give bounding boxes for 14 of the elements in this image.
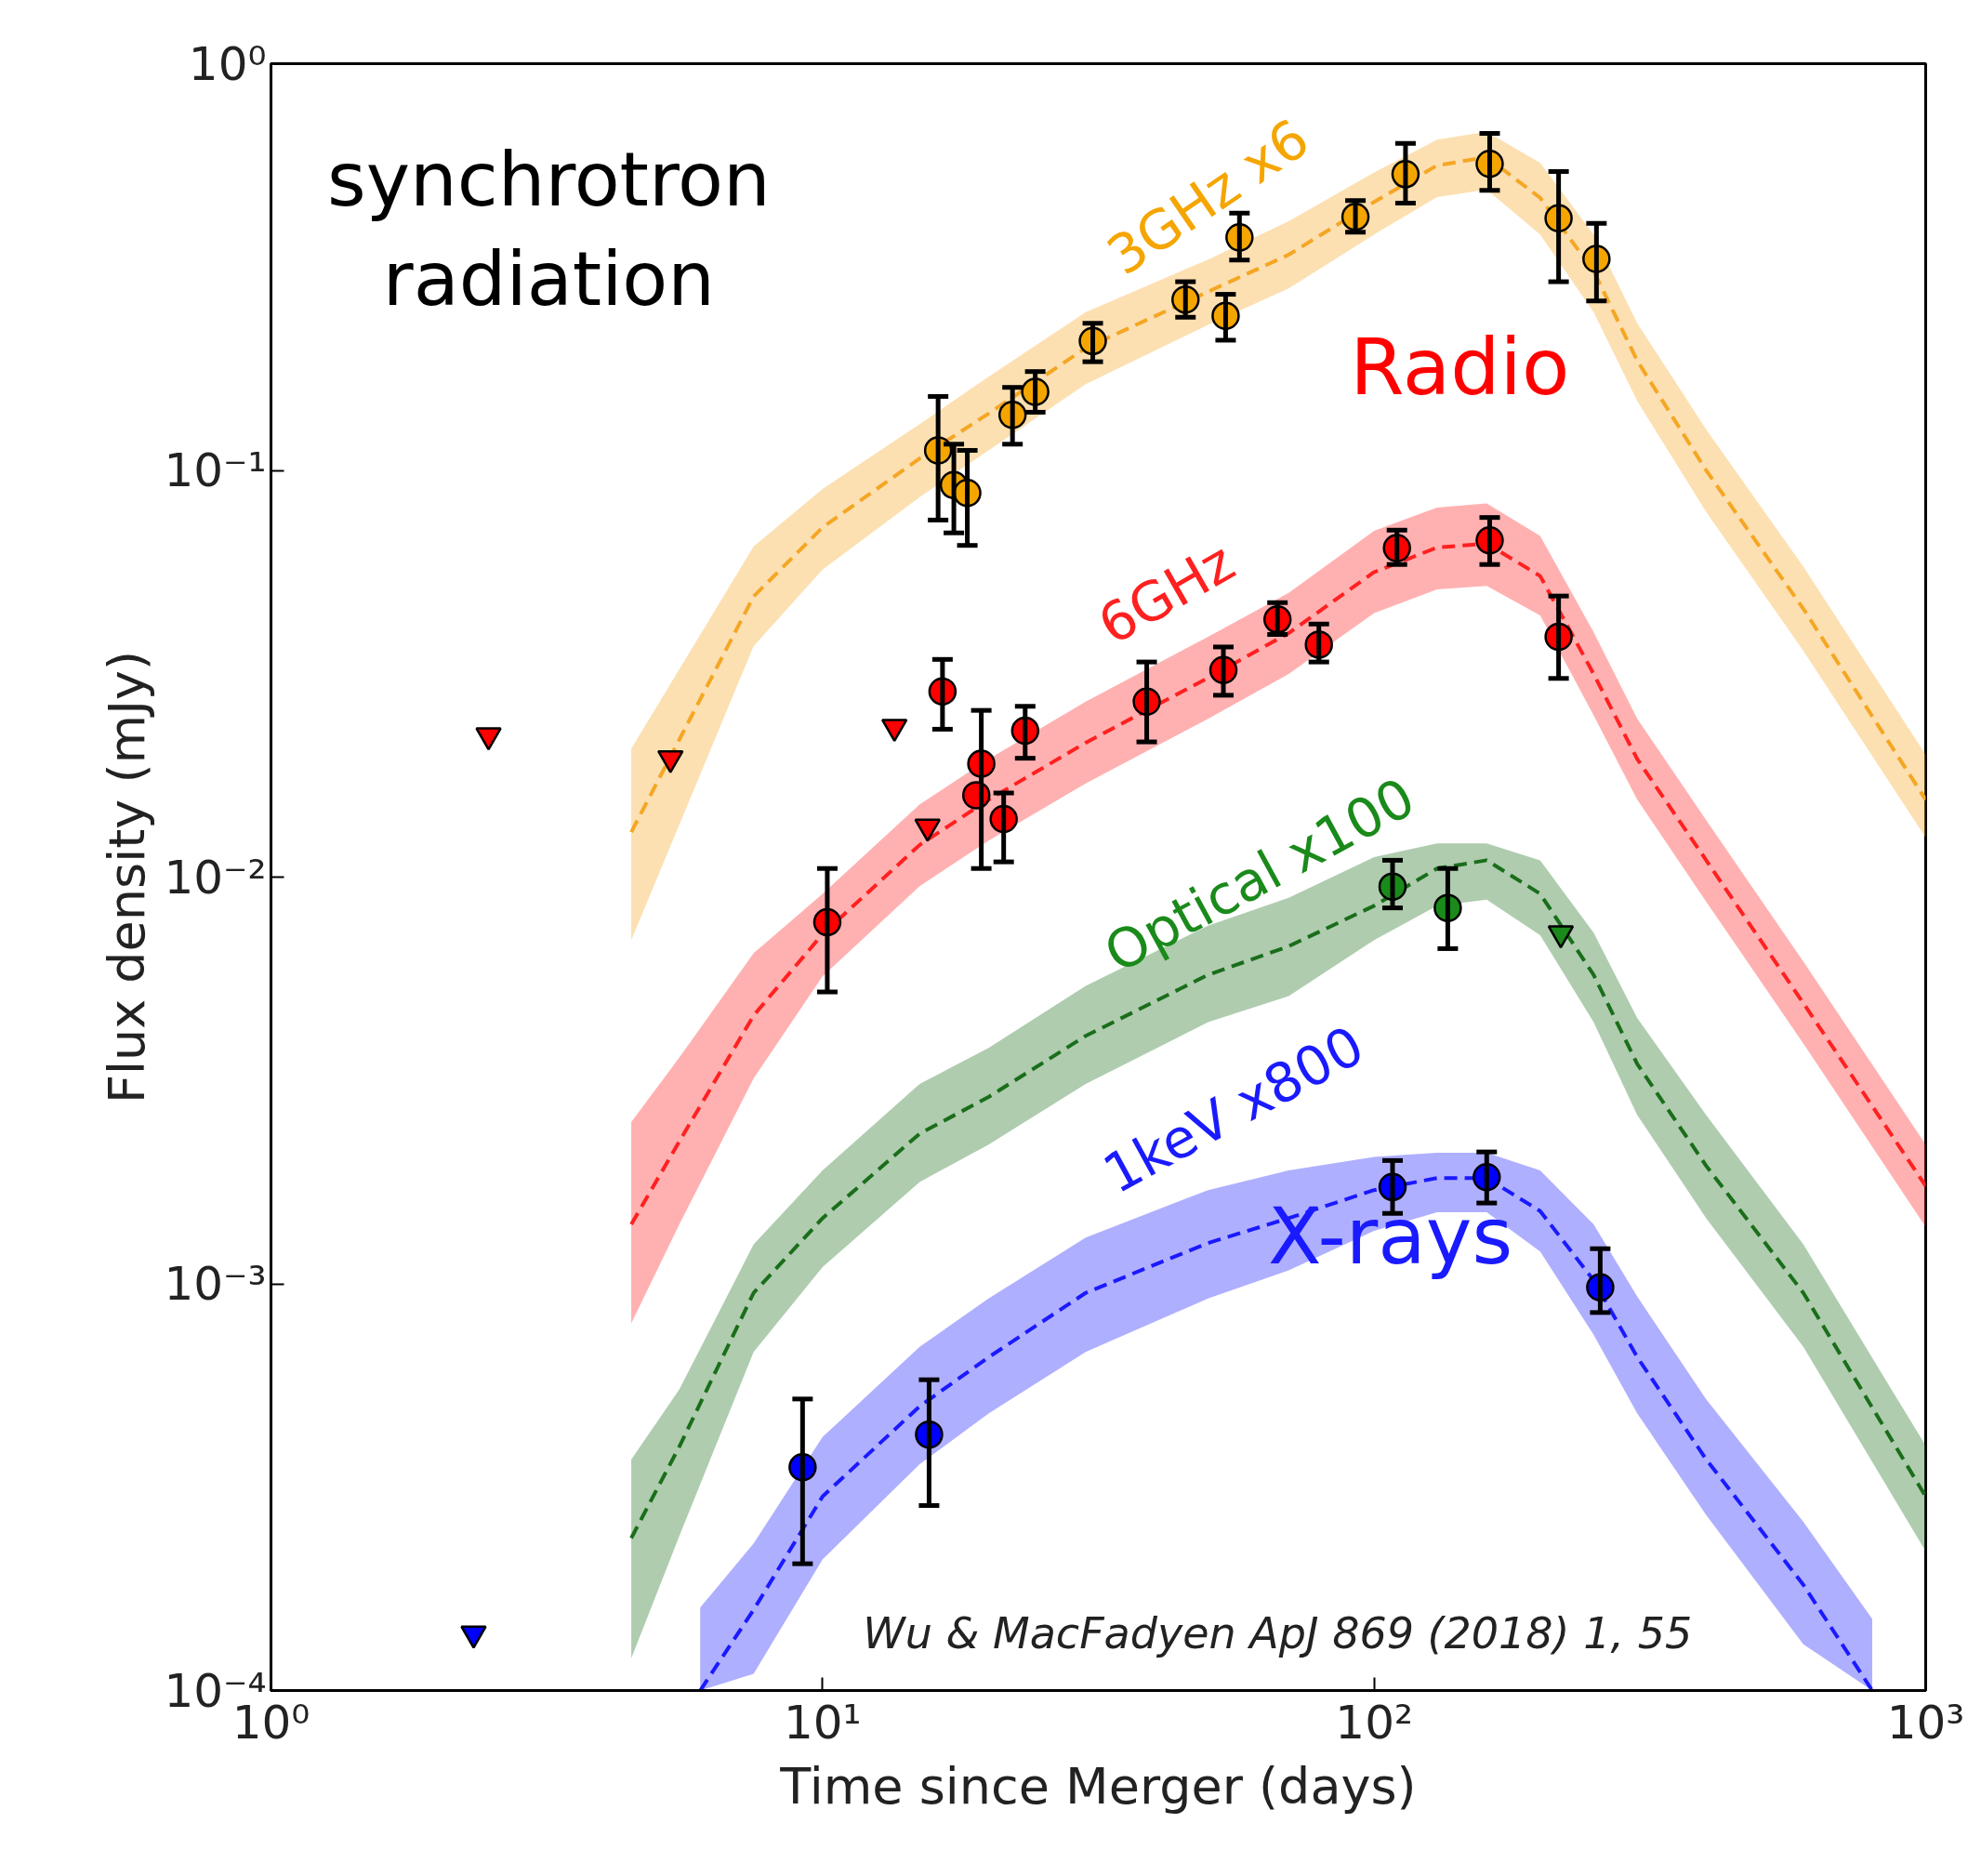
x-tick-label: 10²	[1335, 1695, 1414, 1750]
annotation: Wu & MacFadyen ApJ 869 (2018) 1, 55	[863, 1608, 1693, 1659]
annotation: X-rays	[1268, 1190, 1513, 1282]
y-tick-label: 10⁻¹	[164, 443, 267, 497]
y-tick-label: 10⁻²	[164, 850, 267, 905]
annotation: synchrotron radiation	[327, 137, 771, 324]
y-tick-label: 10⁻³	[164, 1257, 267, 1311]
annotation: 6GHz	[1088, 530, 1246, 657]
annotation: Radio	[1350, 322, 1570, 414]
x-tick-label: 10³	[1886, 1695, 1965, 1750]
y-axis-title: Flux density (mJy)	[98, 650, 157, 1104]
x-tick-label: 10¹	[784, 1695, 862, 1750]
x-axis-title: Time since Merger (days)	[779, 1756, 1417, 1816]
y-tick-label: 10⁰	[188, 36, 267, 91]
